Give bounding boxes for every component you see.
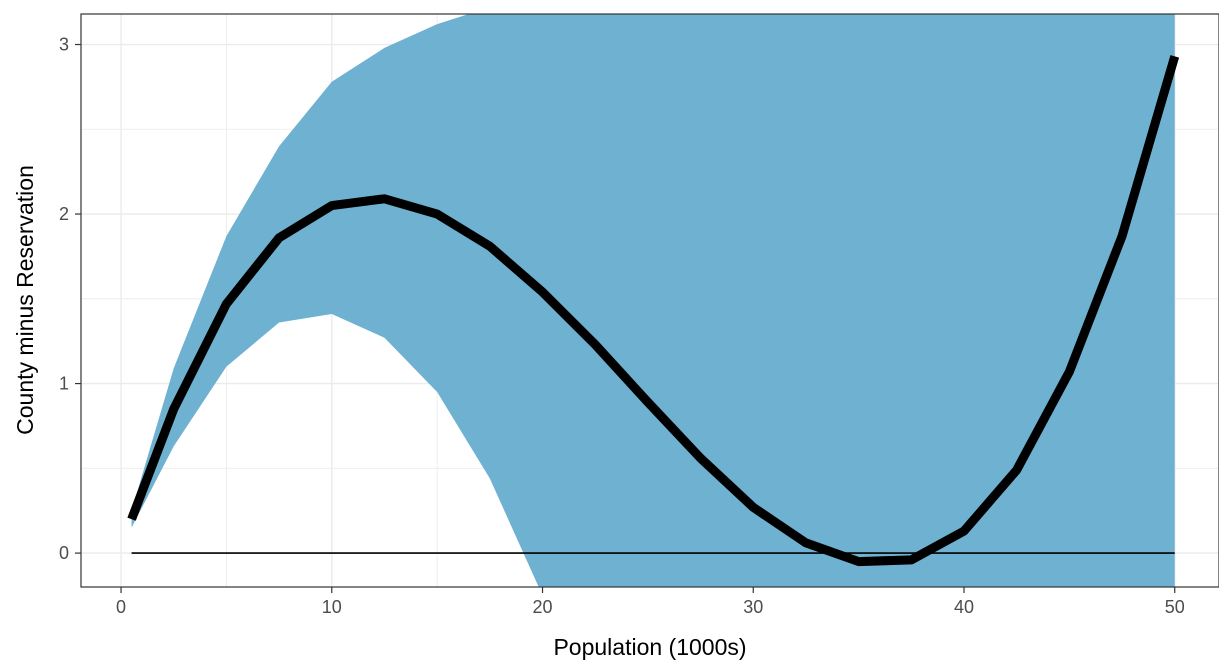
y-tick-label: 0 — [59, 543, 69, 563]
x-tick-label: 10 — [322, 597, 342, 617]
x-tick-label: 50 — [1165, 597, 1185, 617]
y-tick-label: 3 — [59, 35, 69, 55]
x-tick-label: 0 — [116, 597, 126, 617]
x-axis-title: Population (1000s) — [553, 634, 746, 660]
axes: 0 10 20 30 40 50 0 1 2 3 — [59, 35, 1185, 617]
panel-border — [80, 13, 1219, 588]
x-tick-label: 30 — [743, 597, 763, 617]
confidence-ribbon — [131, 14, 1175, 587]
x-tick-label: 40 — [954, 597, 974, 617]
y-axis-title: County minus Reservation — [12, 165, 38, 435]
fitted-line — [127, 55, 1180, 567]
x-tick-label: 20 — [533, 597, 553, 617]
y-tick-label: 1 — [59, 374, 69, 394]
y-tick-label: 2 — [59, 204, 69, 224]
